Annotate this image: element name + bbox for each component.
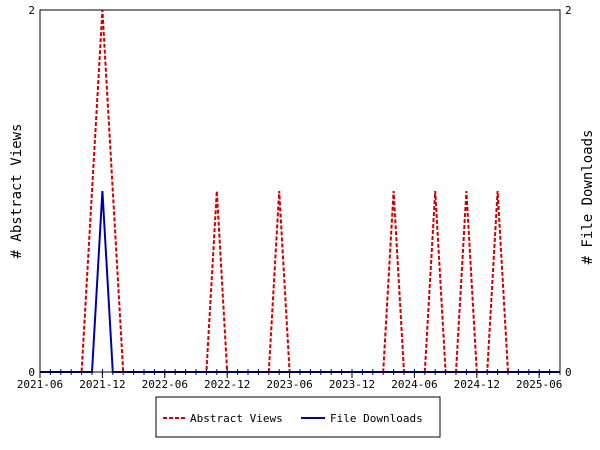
legend-label-abstract-views: Abstract Views [190, 412, 283, 425]
y-right-tick-min: 0 [565, 366, 572, 379]
y-right-axis-title: # File Downloads [580, 130, 596, 265]
y-left-axis-title: # Abstract Views [9, 124, 25, 259]
x-tick-label: 2021-06 [17, 378, 63, 391]
x-tick-label: 2023-12 [329, 378, 375, 391]
y-right-tick-max: 2 [565, 4, 572, 17]
x-tick-label: 2024-12 [454, 378, 500, 391]
legend-box [155, 396, 441, 438]
plot-frame [39, 9, 561, 373]
legend-label-file-downloads: File Downloads [330, 412, 423, 425]
legend: Abstract Views File Downloads [155, 396, 441, 438]
x-tick-label: 2025-06 [516, 378, 562, 391]
x-axis-ticks: 2021-06 2021-12 2022-06 2022-12 2023-06 2023-… [17, 369, 562, 391]
x-tick-label: 2022-06 [142, 378, 188, 391]
x-tick-label: 2024-06 [391, 378, 437, 391]
x-tick-label: 2022-12 [204, 378, 250, 391]
y-left-tick-min: 0 [28, 366, 35, 379]
series-layer [40, 9, 560, 373]
x-tick-label: 2023-06 [266, 378, 312, 391]
series-line-abstract-views [40, 9, 560, 373]
x-tick-label: 2021-12 [79, 378, 125, 391]
y-left-tick-max: 2 [28, 4, 35, 17]
series-line-file-downloads [40, 190, 560, 373]
